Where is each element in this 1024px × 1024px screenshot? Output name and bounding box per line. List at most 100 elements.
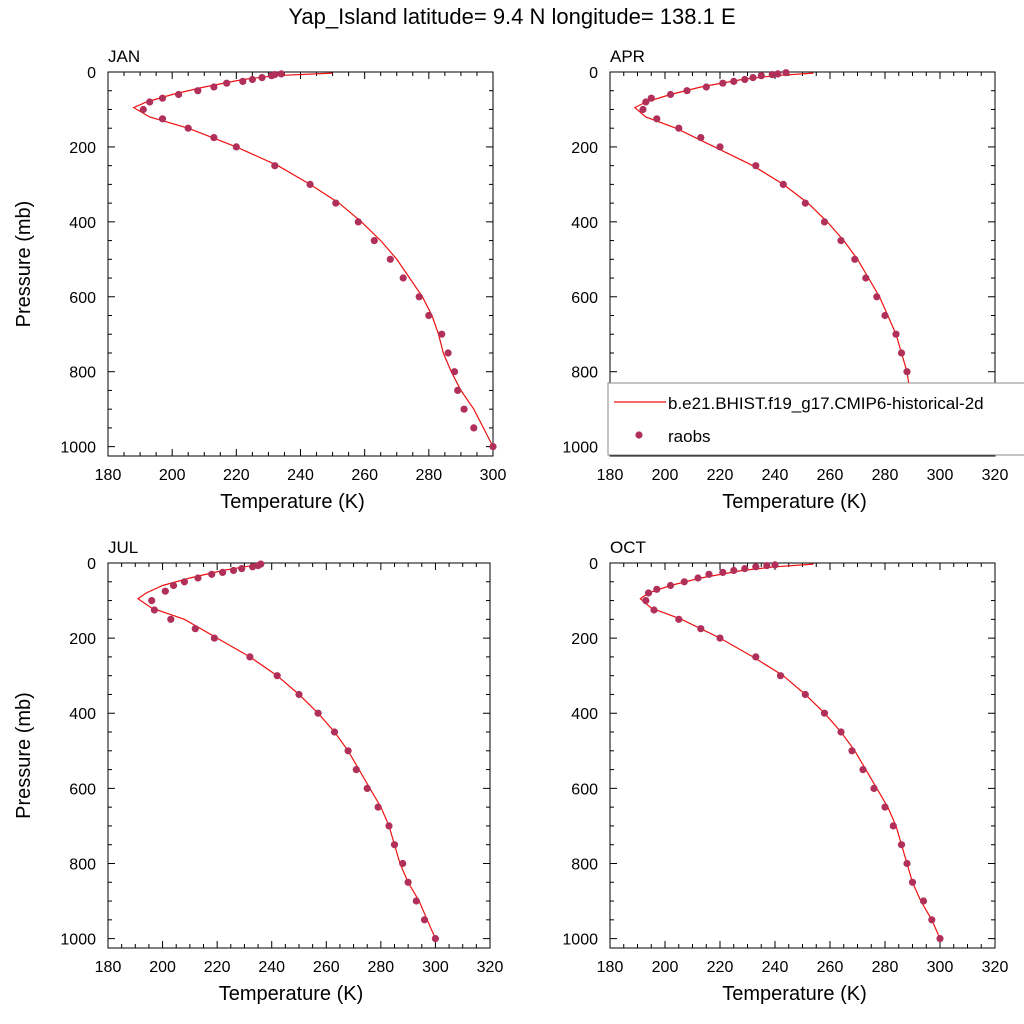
obs-point [903, 368, 911, 376]
y-tick-label: 1000 [60, 440, 96, 457]
obs-point [771, 561, 779, 569]
chart-panel-jan: 180 200 220 240 260 280 300 0 200 400 600 800 1000 JA… [13, 47, 506, 513]
obs-point [344, 747, 352, 755]
obs-point [870, 784, 878, 793]
obs-point [675, 124, 683, 132]
obs-point [239, 77, 247, 85]
obs-point [273, 672, 281, 680]
obs-point [730, 77, 738, 85]
x-tick-label: 260 [817, 959, 844, 976]
x-tick-label: 200 [652, 467, 679, 484]
obs-point [650, 606, 658, 614]
y-tick-label: 1000 [60, 932, 96, 949]
obs-point [223, 79, 231, 87]
obs-point [210, 83, 218, 91]
figure-title: Yap_Island latitude= 9.4 N longitude= 13… [288, 4, 736, 29]
obs-point [194, 574, 202, 582]
y-tick-label: 200 [69, 140, 96, 157]
obs-point [873, 293, 881, 301]
obs-point [639, 105, 647, 114]
obs-point [716, 634, 724, 642]
obs-point [208, 570, 216, 578]
obs-point [820, 709, 829, 717]
obs-point [175, 90, 183, 99]
obs-point [741, 75, 749, 84]
x-tick-label: 220 [204, 959, 231, 976]
y-tick-label: 800 [69, 365, 96, 382]
obs-point [889, 822, 897, 830]
obs-point [363, 784, 371, 793]
obs-point [666, 581, 675, 590]
legend-model-label: b.e21.BHIST.f19_g17.CMIP6-historical-2d [668, 394, 984, 413]
legend-obs-label: raobs [668, 427, 711, 446]
obs-point [694, 574, 702, 582]
obs-point [249, 563, 257, 571]
x-tick-label: 300 [480, 467, 507, 484]
obs-point [757, 72, 765, 80]
obs-point [719, 568, 727, 577]
x-tick-label: 280 [872, 467, 899, 484]
obs-point [470, 424, 478, 432]
obs-point [862, 274, 870, 282]
obs-point [420, 916, 429, 924]
obs-point [741, 565, 749, 573]
obs-point [647, 94, 655, 102]
obs-point [666, 90, 675, 99]
model-series-line [136, 563, 436, 939]
obs-point [683, 87, 691, 95]
x-axis-label: Temperature (K) [722, 491, 867, 513]
obs-point [897, 841, 906, 849]
x-tick-label: 320 [982, 959, 1009, 976]
y-tick-label: 600 [571, 290, 598, 307]
obs-point [730, 566, 738, 575]
x-tick-label: 180 [597, 959, 624, 976]
obs-point [399, 859, 407, 868]
obs-point [801, 690, 809, 699]
obs-point [837, 237, 845, 245]
x-tick-label: 280 [415, 467, 442, 484]
obs-point [314, 709, 322, 717]
chart-panel-jul: 180 200 220 240 260 280 300 320 0 200 400 600 800 100… [13, 538, 503, 1005]
y-tick-label: 800 [571, 856, 598, 873]
x-tick-label: 220 [707, 467, 734, 484]
obs-point [191, 625, 199, 633]
legend-obs-swatch [635, 431, 643, 439]
chart-panel-oct: 180 200 220 240 260 280 300 320 0 200 400 600 800 100… [562, 538, 1008, 1005]
obs-point [716, 143, 724, 151]
obs-point [919, 897, 928, 905]
obs-point [438, 330, 446, 338]
obs-point [277, 70, 285, 78]
x-tick-label: 320 [982, 467, 1009, 484]
plot-frame [107, 562, 491, 949]
y-tick-label: 1000 [562, 932, 598, 949]
obs-point [705, 570, 713, 578]
obs-point [390, 841, 399, 849]
obs-point [254, 562, 262, 570]
y-tick-label: 400 [571, 215, 598, 232]
obs-point [820, 218, 829, 226]
obs-point [246, 653, 254, 661]
obs-point [425, 311, 433, 320]
y-tick-label: 200 [571, 140, 598, 157]
obs-point [354, 218, 362, 226]
obs-point [782, 69, 790, 77]
y-tick-label: 0 [87, 65, 96, 82]
obs-point [642, 98, 650, 106]
obs-point [399, 274, 407, 282]
obs-point [219, 568, 227, 577]
obs-point [460, 405, 468, 413]
obs-point [248, 75, 256, 84]
x-tick-label: 260 [313, 959, 340, 976]
obs-point [749, 74, 757, 82]
obs-point [752, 162, 760, 170]
y-tick-label: 400 [69, 215, 96, 232]
obs-point [139, 105, 147, 114]
y-tick-label: 0 [87, 556, 96, 573]
obs-point [412, 897, 420, 905]
obs-point [697, 625, 705, 633]
obs-point [752, 653, 760, 661]
x-tick-label: 260 [351, 467, 378, 484]
obs-point [908, 878, 917, 886]
y-tick-label: 0 [589, 556, 598, 573]
